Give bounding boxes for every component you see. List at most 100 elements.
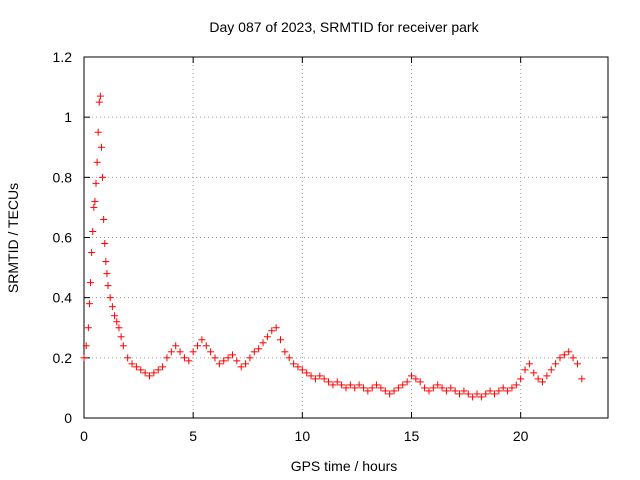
data-point (180, 354, 188, 362)
data-point (228, 351, 236, 359)
data-point (150, 369, 158, 377)
data-point (290, 360, 298, 368)
y-tick-label: 0.6 (53, 230, 73, 246)
data-point (141, 369, 149, 377)
data-point (277, 336, 284, 344)
data-point (351, 384, 359, 392)
data-point (552, 360, 560, 368)
data-point (146, 372, 153, 380)
data-point (464, 390, 472, 398)
data-point (451, 387, 459, 395)
data-point (103, 270, 111, 278)
data-point (189, 348, 197, 356)
data-point (159, 363, 167, 371)
data-point (202, 342, 210, 350)
data-point (85, 300, 93, 308)
data-point (534, 375, 542, 383)
data-point (91, 197, 99, 205)
data-point (525, 360, 533, 368)
data-point (482, 390, 490, 398)
data-point (102, 258, 110, 266)
data-point (263, 333, 271, 341)
data-points (80, 92, 586, 401)
data-point (355, 381, 363, 389)
data-point (268, 327, 276, 335)
y-tick-label: 0.8 (53, 169, 73, 185)
data-point (246, 354, 254, 362)
data-point (220, 357, 228, 365)
data-point (364, 387, 372, 395)
data-point (429, 384, 437, 392)
data-point (87, 279, 95, 287)
data-point (569, 354, 577, 362)
data-point (377, 384, 385, 392)
data-point (539, 378, 546, 386)
data-point (325, 378, 333, 386)
data-point (438, 384, 446, 392)
data-point (346, 381, 354, 389)
x-tick-label: 20 (513, 428, 529, 444)
data-point (96, 92, 104, 100)
data-point (499, 384, 507, 392)
y-axis-label: SRMTID / TECUs (5, 183, 21, 293)
data-point (486, 387, 494, 395)
data-point (172, 342, 180, 350)
data-point (421, 384, 429, 392)
data-point (342, 384, 350, 392)
data-point (137, 366, 145, 374)
x-tick-label: 5 (189, 428, 197, 444)
data-point (460, 387, 468, 395)
data-point (547, 366, 555, 374)
data-point (259, 339, 267, 347)
data-point (132, 363, 140, 371)
data-point (543, 372, 551, 380)
data-point (185, 357, 193, 365)
data-point (88, 249, 96, 257)
data-point (390, 387, 398, 395)
data-point (447, 384, 455, 392)
data-point (93, 158, 101, 166)
data-point (329, 381, 337, 389)
data-point (311, 375, 319, 383)
y-tick-label: 0 (64, 410, 72, 426)
data-point (408, 372, 415, 380)
data-point (242, 360, 250, 368)
data-point (294, 363, 302, 371)
grid (84, 57, 608, 418)
data-point (578, 375, 586, 383)
data-point (111, 312, 119, 320)
data-point (128, 360, 136, 368)
data-point (495, 387, 503, 395)
x-tick-label: 10 (295, 428, 311, 444)
data-point (99, 173, 107, 181)
data-point (473, 390, 481, 398)
data-point (307, 372, 315, 380)
data-point (373, 381, 381, 389)
data-point (97, 143, 105, 151)
data-point (298, 366, 306, 374)
data-point (124, 354, 132, 362)
data-point (338, 381, 346, 389)
data-point (320, 375, 328, 383)
data-point (403, 378, 411, 386)
y-tick-label: 1 (64, 109, 72, 125)
data-point (556, 354, 564, 362)
data-point (504, 387, 512, 395)
data-point (565, 348, 573, 356)
data-point (115, 324, 123, 332)
data-point (84, 324, 92, 332)
data-point (250, 348, 258, 356)
data-point (106, 294, 114, 302)
data-point (80, 354, 88, 362)
data-point (386, 390, 394, 398)
y-tick-label: 0.2 (53, 350, 73, 366)
x-axis-label: GPS time / hours (291, 458, 398, 474)
data-point (117, 333, 125, 341)
data-point (521, 366, 529, 374)
data-point (560, 351, 568, 359)
data-point (255, 345, 263, 353)
data-point (399, 381, 407, 389)
data-point (477, 393, 485, 401)
data-point (211, 354, 219, 362)
